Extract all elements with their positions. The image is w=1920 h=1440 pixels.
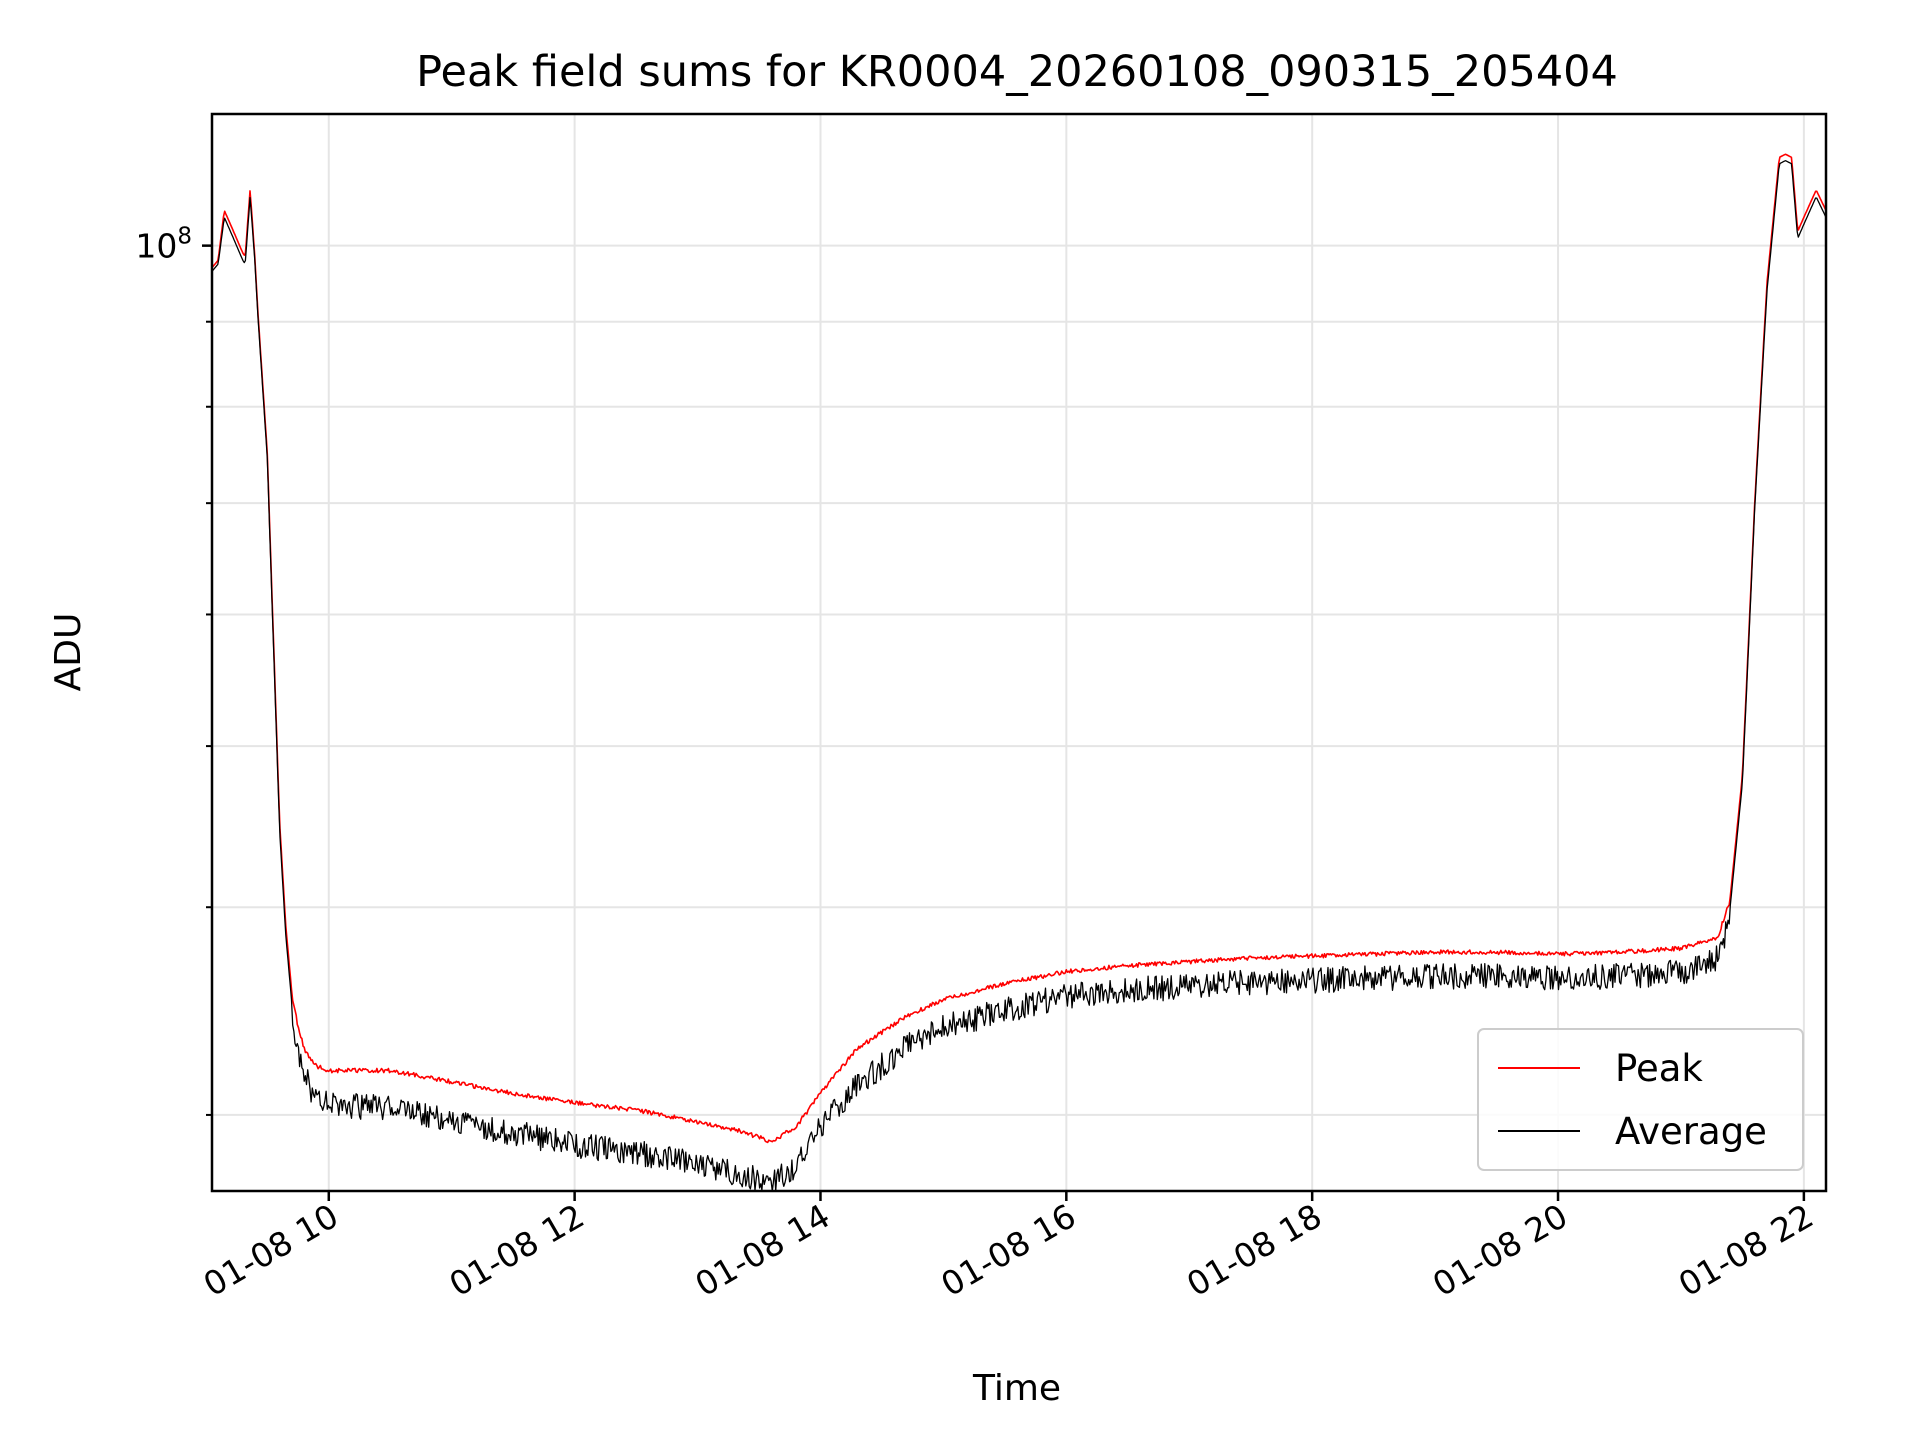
y-tick-label-base: 10 xyxy=(135,227,177,266)
y-tick-label: 108 xyxy=(135,224,192,266)
y-axis-label: ADU xyxy=(48,613,89,692)
legend-label-peak: Peak xyxy=(1615,1047,1703,1090)
legend-label-average: Average xyxy=(1615,1110,1767,1153)
legend: Peak Average xyxy=(1477,1028,1804,1171)
x-axis-label: Time xyxy=(972,1368,1061,1409)
series-line-peak xyxy=(211,153,1827,1144)
grid xyxy=(212,114,1826,1191)
plot-lines xyxy=(211,153,1827,1192)
chart-title: Peak field sums for KR0004_20260108_0903… xyxy=(416,47,1618,97)
plot-frame xyxy=(210,112,1828,1193)
y-tick-label-exponent: 8 xyxy=(177,224,192,250)
legend-box xyxy=(1477,1028,1804,1171)
y-axis-ticks: 108 xyxy=(135,224,212,1116)
series-line-average xyxy=(211,160,1827,1192)
